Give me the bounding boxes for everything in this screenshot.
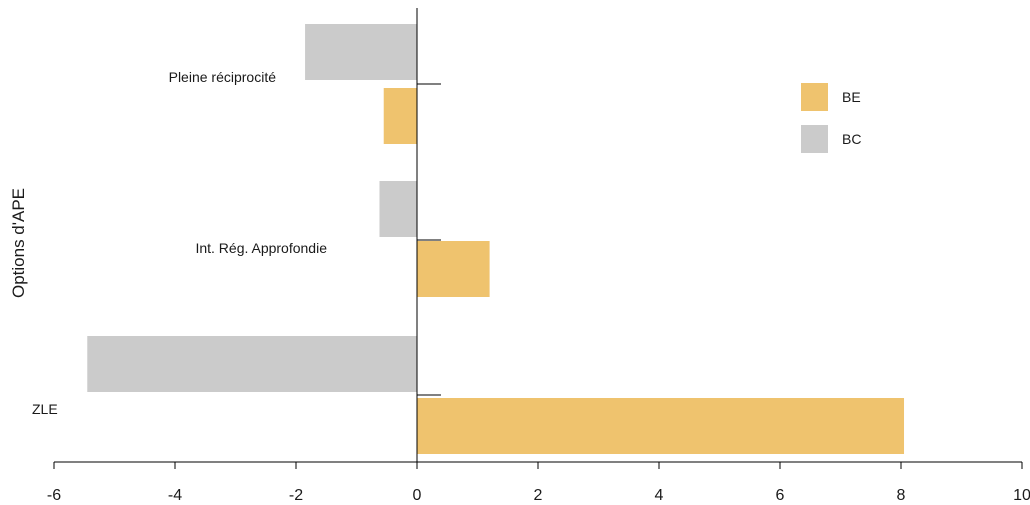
x-tick-label: -4 — [168, 487, 182, 504]
category-ticks — [417, 83, 441, 396]
legend-label-be: BE — [842, 89, 861, 105]
legend-label-bc: BC — [842, 131, 861, 147]
category-label: Int. Rég. Approfondie — [195, 240, 327, 256]
legend: BE BC — [801, 83, 861, 153]
x-tick-label: 2 — [534, 487, 543, 504]
bar-be-2 — [417, 241, 490, 297]
x-tick-label: 6 — [776, 487, 785, 504]
x-tick-label: 4 — [655, 487, 664, 504]
x-axis: -6 -4 -2 0 2 4 6 8 10 — [47, 461, 1030, 504]
x-tick-label: 8 — [897, 487, 906, 504]
legend-swatch-bc — [801, 125, 828, 153]
x-tick-label: 10 — [1013, 487, 1030, 504]
legend-swatch-be — [801, 83, 828, 111]
bars-group — [87, 24, 905, 454]
bar-bc-3 — [87, 336, 418, 392]
bar-be-1 — [383, 88, 417, 144]
bar-be-3 — [417, 398, 905, 454]
y-axis-label: Options d'APE — [9, 188, 28, 298]
x-tick-label: -6 — [47, 487, 61, 504]
category-labels: Pleine réciprocité Int. Rég. Approfondie Z… — [32, 69, 327, 417]
bar-bc-1 — [305, 24, 417, 80]
x-tick-label: -2 — [289, 487, 303, 504]
bar-bc-2 — [379, 181, 417, 237]
category-label: Pleine réciprocité — [169, 69, 277, 85]
x-tick-label: 0 — [413, 487, 422, 504]
category-label: ZLE — [32, 401, 58, 417]
